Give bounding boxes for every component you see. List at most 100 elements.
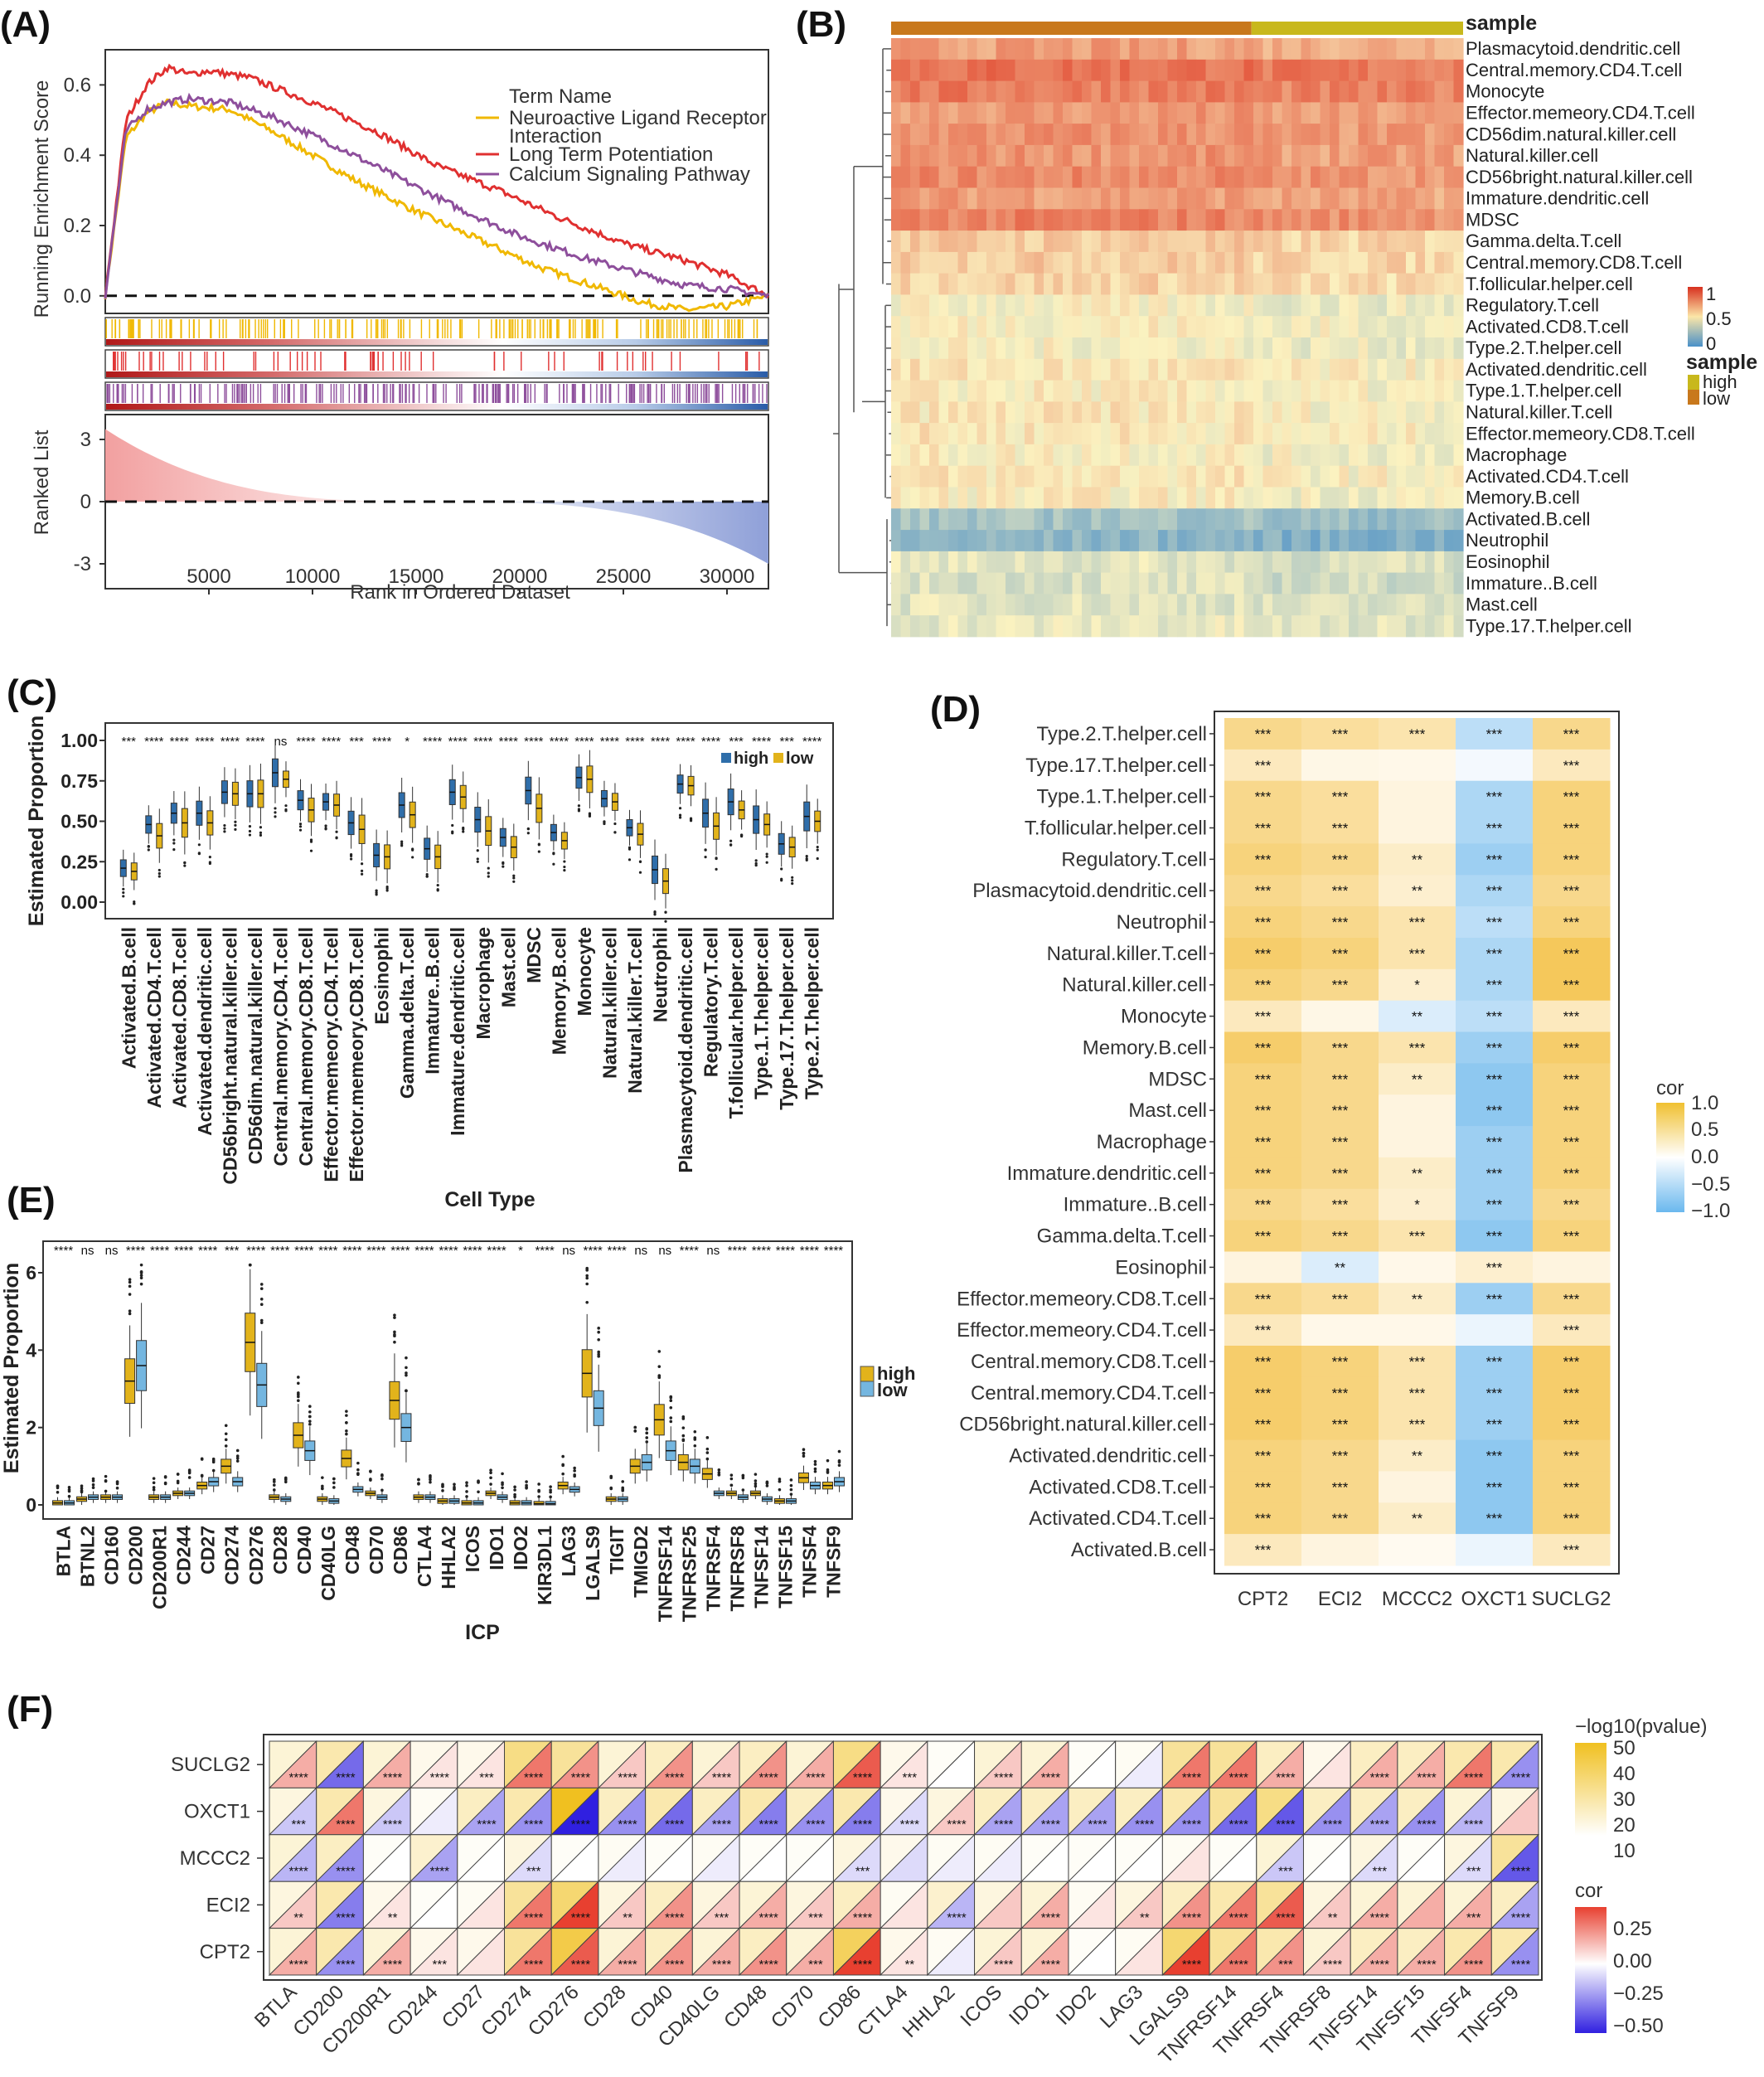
heat-cell [1101,166,1112,188]
heat-cell [1282,465,1292,488]
d-cell [1379,1502,1456,1535]
heat-cell [948,508,959,531]
f-significance: **** [712,1771,732,1785]
d-cell [1456,1063,1534,1095]
heat-cell [1139,166,1150,188]
heat-cell [1387,572,1398,594]
heat-cell [1272,508,1283,531]
heat-cell [1110,530,1121,552]
heat-cell [1292,294,1302,317]
e-outlier [308,1419,312,1423]
heat-cell [1434,144,1445,167]
heat-cell [910,530,921,552]
heat-cell [1129,444,1140,467]
f-significance: *** [1373,1864,1388,1878]
heatmap-color-scale [1688,287,1703,347]
e-outlier [393,1330,396,1334]
heat-cell [1453,401,1464,424]
c-outlier [349,852,353,857]
heat-cell [1330,251,1340,274]
e-outlier [465,1490,468,1493]
heat-cell [1234,380,1245,402]
heat-cell [1205,59,1216,81]
heatmap-cells [891,38,1464,638]
e-significance: **** [535,1244,555,1258]
heat-cell [1339,551,1350,574]
heat-cell [1396,380,1407,402]
e-y-tick-label: 4 [26,1339,36,1361]
heat-cell [1368,551,1379,574]
heat-cell [1434,615,1445,638]
heat-cell [986,465,997,488]
heat-cell [1387,251,1398,274]
heat-cell [891,231,902,253]
heat-cell [1034,551,1044,574]
d-cell-significance: *** [1332,1449,1349,1464]
c-outlier [234,827,237,831]
heat-cell [1015,251,1025,274]
e-x-label: IDO2 [510,1526,531,1570]
heat-cell [1262,102,1273,124]
heat-cell [976,102,987,124]
heat-cell [1377,508,1388,531]
heat-cell [891,487,902,509]
d-row-label: Natural.killer.T.cell [1047,943,1207,965]
d-row-label: Central.memory.CD4.T.cell [971,1382,1207,1405]
e-outlier [356,1461,360,1465]
heat-cell [1072,444,1083,467]
heat-cell [1186,423,1197,445]
heat-cell [919,187,930,210]
heat-cell [1301,124,1311,146]
heat-cell [938,273,949,295]
heat-cell [1368,465,1379,488]
e-outlier [609,1474,613,1478]
heat-cell [1272,337,1283,360]
heat-cell [1292,615,1302,638]
d-cell-significance: *** [1255,789,1272,805]
heat-cell [1006,59,1016,81]
d-cell-significance: *** [1255,1354,1272,1370]
heat-cell [1044,166,1054,188]
c-significance: *** [779,735,794,749]
heat-cell [1224,401,1235,424]
heat-cell [938,187,949,210]
heat-cell [1301,251,1311,274]
f-row-label: ECI2 [206,1894,250,1916]
ranked-tick-label: 3 [80,429,91,451]
c-outlier [298,828,303,832]
heat-cell [1292,594,1302,616]
gsea-x-label: Rank in Ordered Dataset [350,581,570,604]
d-cell [1224,1188,1302,1221]
d-cell-significance: *** [1255,1103,1272,1119]
heat-cell [1243,38,1254,61]
e-outlier [837,1460,841,1464]
heat-cell [929,316,940,338]
heat-cell [1167,380,1178,402]
heat-cell [1205,209,1216,231]
f-column-label: HHLA2 [899,1981,960,2042]
heat-cell [1129,144,1140,167]
d-cell [1456,1157,1534,1190]
c-outlier [563,865,566,869]
heat-cell [1139,337,1150,360]
e-outlier [669,1399,673,1403]
e-outlier [717,1468,721,1472]
heat-cell [910,358,921,381]
heat-cell [976,187,987,210]
e-outlier [609,1486,613,1490]
heat-cell [1053,80,1064,103]
e-outlier [104,1474,108,1478]
heat-cell [1330,38,1340,61]
heat-cell [1082,144,1093,167]
d-cell [1379,1346,1456,1378]
heat-cell [1205,572,1216,594]
heat-cell [1358,337,1369,360]
f-significance: ** [1328,1911,1338,1925]
heat-cell [900,530,911,552]
e-x-label: CD40LG [317,1526,339,1601]
heat-cell [1224,551,1235,574]
c-x-label: Mast.cell [497,927,519,1007]
e-outlier [645,1431,649,1435]
heat-cell [1292,337,1302,360]
